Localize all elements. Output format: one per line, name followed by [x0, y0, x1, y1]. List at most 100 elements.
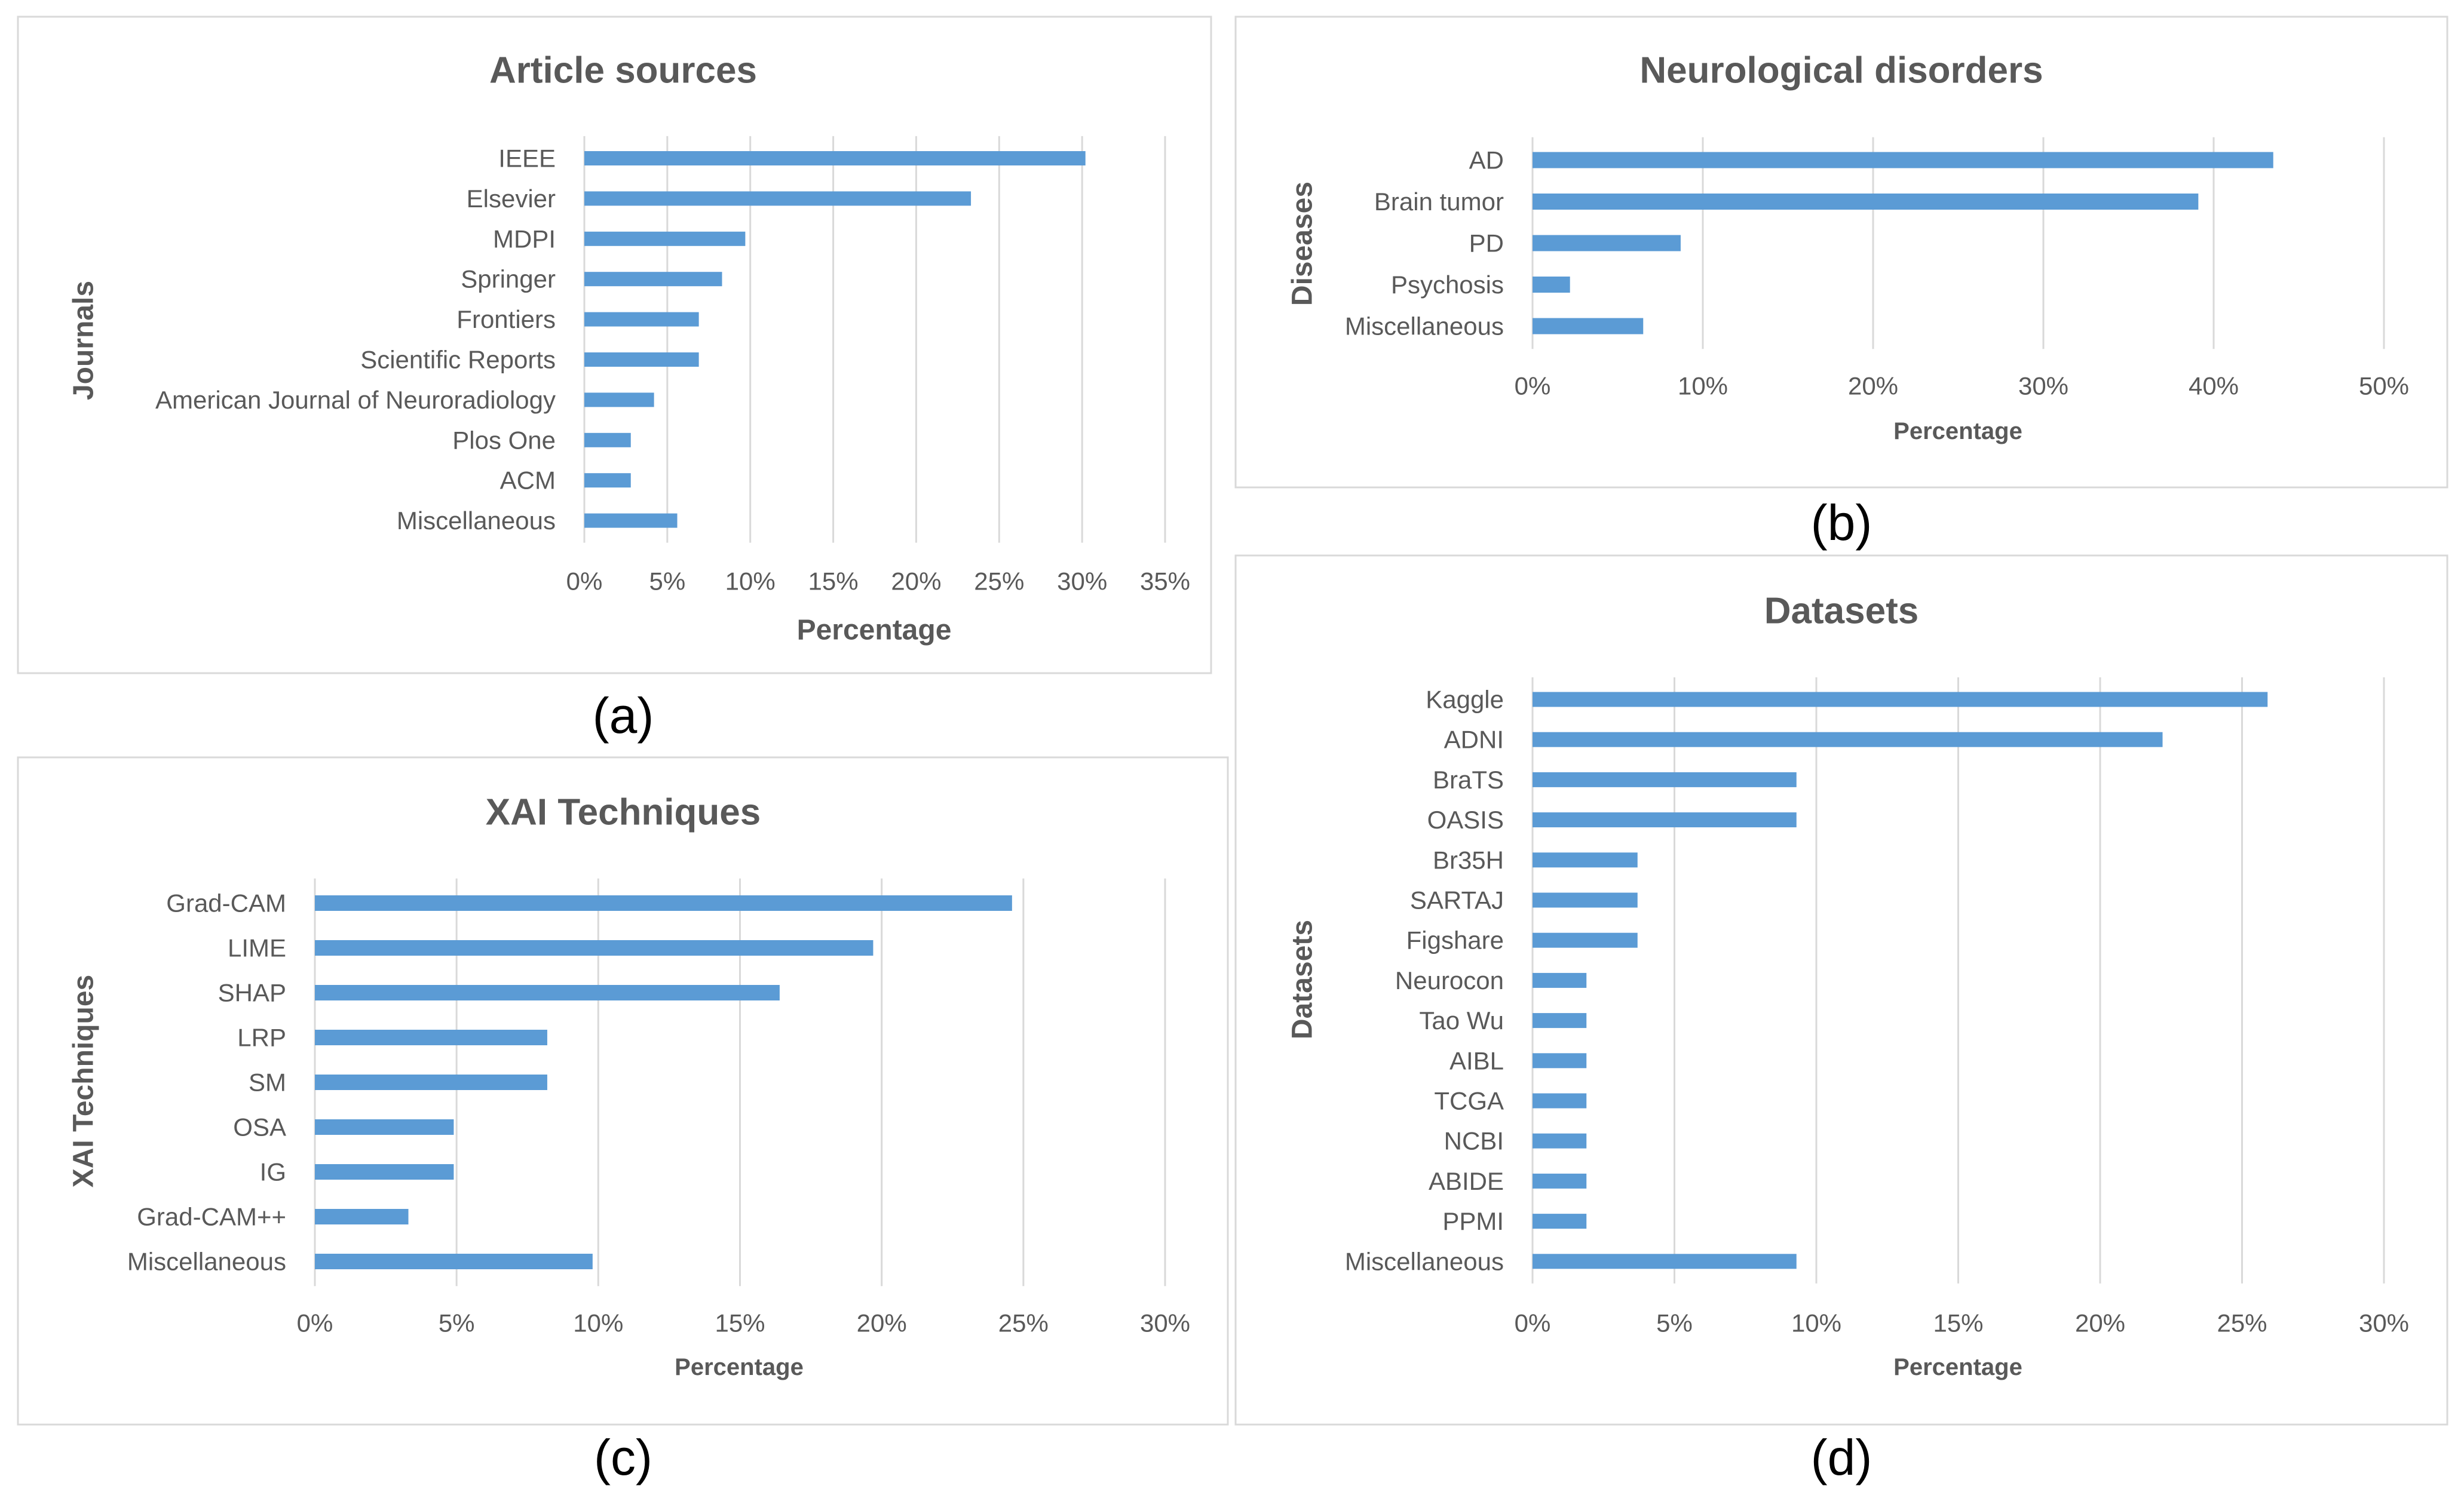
x-tick-label: 15%	[808, 567, 859, 596]
bar-sartaj	[1533, 892, 1638, 908]
category-label: MDPI	[493, 225, 556, 253]
category-label: Tao Wu	[1419, 1006, 1504, 1035]
category-label: Miscellaneous	[397, 507, 556, 535]
category-label: Grad-CAM	[166, 889, 286, 917]
x-tick-label: 25%	[974, 567, 1024, 596]
x-tick-label: 30%	[1057, 567, 1107, 596]
y-axis-title: Datasets	[1287, 920, 1319, 1039]
bar-shap	[315, 985, 780, 1000]
x-axis-title: Percentage	[1893, 418, 2022, 444]
bar-american-journal-of-neuroradiology	[584, 392, 654, 407]
y-axis-title: XAI Techniques	[68, 975, 100, 1188]
chart-panel-a: 0% 5% 10% 15% 20% 25% 30% 35% IEEE Elsevier MDPI Sp…	[17, 16, 1212, 674]
category-label: Neurocon	[1395, 966, 1504, 994]
chart-panel-d: 0% 5% 10% 15% 20% 25% 30% Kaggle ADNI BraTS OASIS B…	[1234, 554, 2448, 1426]
bar-br35h	[1533, 852, 1638, 868]
category-label: SM	[249, 1069, 286, 1097]
x-tick-label: 0%	[297, 1309, 333, 1337]
bar-lrp	[315, 1030, 547, 1045]
x-tick-label: 35%	[1140, 567, 1190, 596]
bar-abide	[1533, 1173, 1587, 1189]
category-label: Scientific Reports	[360, 346, 556, 374]
bar-figshare	[1533, 932, 1638, 948]
bar-oasis	[1533, 812, 1797, 828]
category-label: NCBI	[1444, 1127, 1504, 1155]
category-label: American Journal of Neuroradiology	[155, 386, 556, 414]
category-label: Psychosis	[1391, 271, 1504, 299]
chart-title: Datasets	[1764, 591, 1919, 632]
chart-panel-c: 0% 5% 10% 15% 20% 25% 30% Grad-CAM LIME SHAP LRP SM…	[17, 756, 1229, 1426]
y-axis-title: Journals	[68, 281, 100, 400]
x-tick-label: 25%	[998, 1309, 1049, 1337]
category-label: PD	[1469, 229, 1504, 257]
bar-miscellaneous	[584, 513, 678, 528]
x-tick-label: 40%	[2189, 372, 2239, 400]
x-tick-label: 5%	[649, 567, 686, 596]
x-tick-label: 10%	[573, 1309, 623, 1337]
bar-lime	[315, 940, 874, 956]
x-tick-label: 20%	[891, 567, 941, 596]
bar-aibl	[1533, 1053, 1587, 1069]
category-label: Br35H	[1433, 846, 1504, 874]
category-label: Elsevier	[467, 185, 556, 213]
category-label: Frontiers	[456, 305, 556, 333]
bar-ieee	[584, 151, 1086, 165]
chart-title: Article sources	[489, 50, 757, 91]
bar-ig	[315, 1164, 454, 1180]
category-label: Kaggle	[1426, 686, 1504, 714]
bar-frontiers	[584, 312, 699, 327]
bar-kaggle	[1533, 692, 2268, 707]
bar-acm	[584, 473, 631, 488]
bar-plos-one	[584, 432, 631, 447]
bar-osa	[315, 1119, 454, 1135]
category-label: SARTAJ	[1410, 886, 1504, 914]
x-tick-label: 30%	[2359, 1309, 2409, 1337]
x-tick-label: 20%	[2075, 1309, 2125, 1337]
chart-title: XAI Techniques	[486, 792, 761, 833]
category-label: LRP	[237, 1024, 286, 1052]
category-label: Miscellaneous	[1345, 312, 1504, 340]
x-tick-label: 30%	[2018, 372, 2068, 400]
category-label: PPMI	[1442, 1207, 1504, 1235]
x-tick-label: 10%	[1791, 1309, 1841, 1337]
x-tick-label: 25%	[2217, 1309, 2267, 1337]
bar-mdpi	[584, 231, 746, 246]
x-tick-label: 30%	[1140, 1309, 1190, 1337]
x-tick-label: 0%	[1515, 1309, 1551, 1337]
category-label: Miscellaneous	[127, 1248, 286, 1276]
category-label: Springer	[461, 265, 556, 293]
category-label: Figshare	[1406, 926, 1504, 954]
category-label: OASIS	[1427, 806, 1504, 834]
bar-pd	[1533, 235, 1681, 251]
bar-grad-cam	[315, 895, 1012, 911]
category-label: LIME	[228, 934, 286, 962]
bar-elsevier	[584, 191, 971, 206]
x-axis-title: Percentage	[797, 615, 952, 646]
bar-neurocon	[1533, 972, 1587, 988]
panel-label: (a)	[593, 687, 654, 744]
category-label: ADNI	[1444, 726, 1504, 754]
bar-ppmi	[1533, 1214, 1587, 1229]
bar-tcga	[1533, 1093, 1587, 1109]
category-label: Grad-CAM++	[137, 1203, 286, 1231]
bar-ncbi	[1533, 1133, 1587, 1149]
x-axis-title: Percentage	[1893, 1354, 2022, 1380]
bar-sm	[315, 1075, 547, 1090]
category-label: ABIDE	[1429, 1167, 1504, 1195]
x-tick-label: 5%	[439, 1309, 475, 1337]
category-label: SHAP	[218, 979, 286, 1007]
bar-scientific-reports	[584, 352, 699, 367]
bar-tao-wu	[1533, 1013, 1587, 1029]
bar-springer	[584, 272, 722, 287]
chart-frame	[1234, 16, 2448, 489]
category-label: ACM	[500, 466, 556, 495]
category-label: Brain tumor	[1374, 188, 1504, 216]
x-tick-label: 15%	[1933, 1309, 1983, 1337]
x-tick-label: 10%	[1678, 372, 1728, 400]
category-label: IEEE	[498, 145, 556, 173]
bar-miscellaneous	[1533, 318, 1644, 334]
x-tick-label: 20%	[857, 1309, 907, 1337]
y-axis-title: Diseases	[1287, 182, 1319, 306]
category-label: AIBL	[1449, 1046, 1504, 1075]
